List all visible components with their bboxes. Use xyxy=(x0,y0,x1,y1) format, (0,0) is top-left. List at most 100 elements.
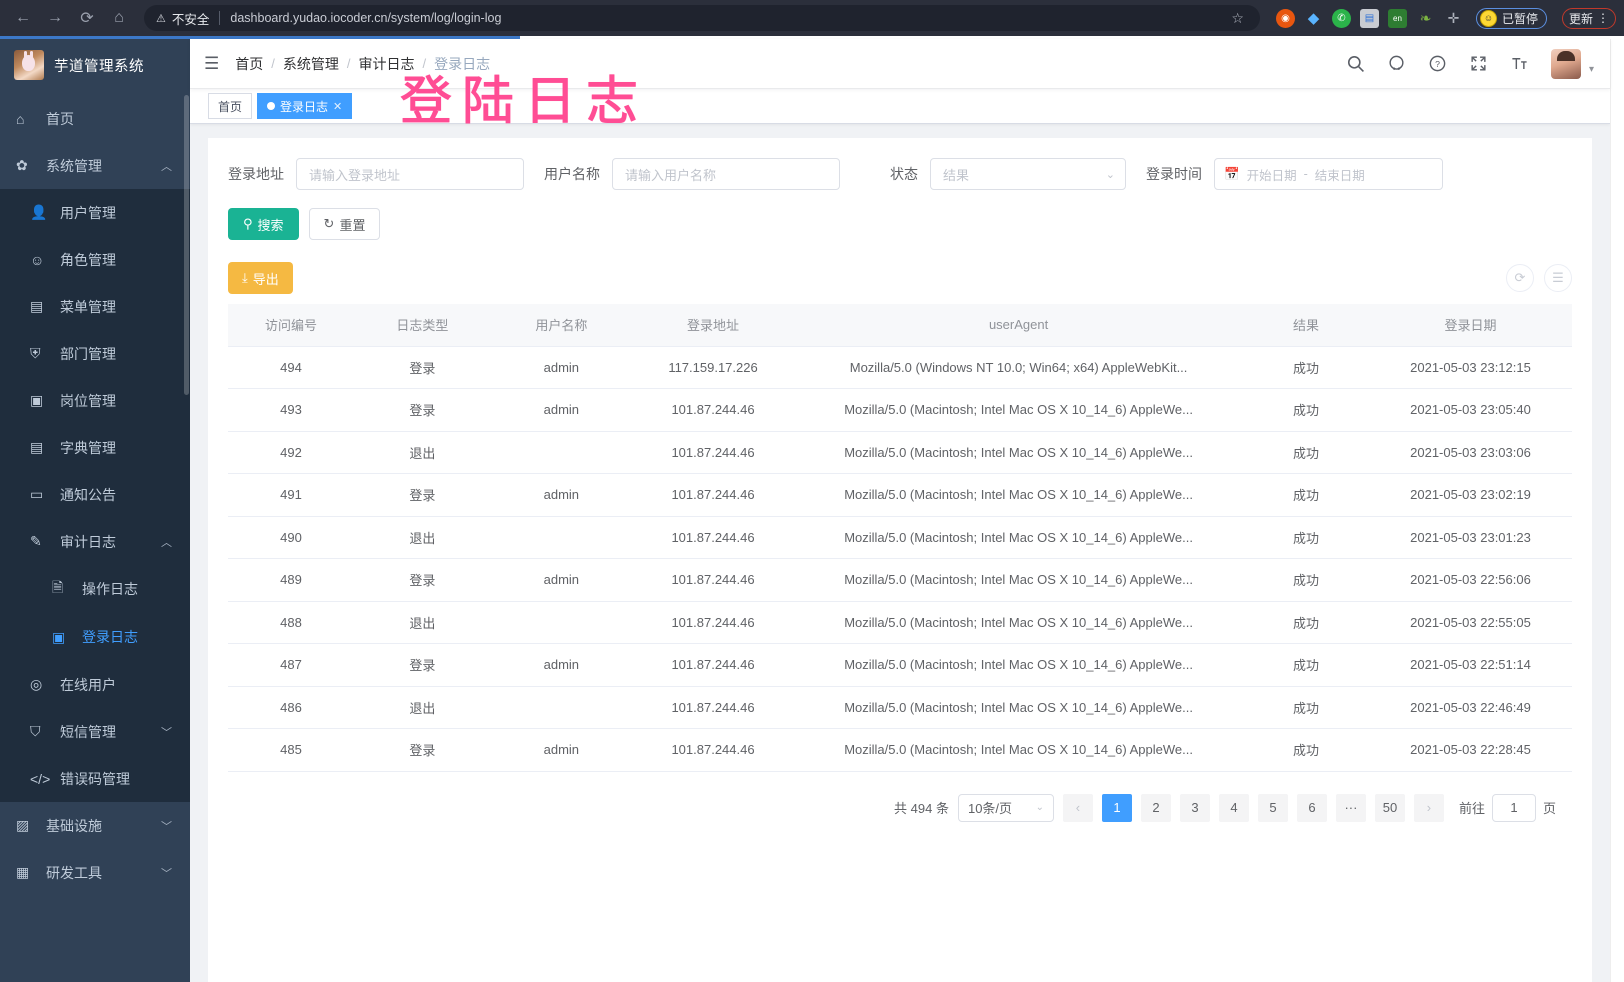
notes-icon[interactable]: ▤ xyxy=(1359,8,1379,28)
sidebar-item-login-log[interactable]: ▣ 登录日志 xyxy=(0,613,190,661)
breadcrumb-item-audit[interactable]: 审计日志 xyxy=(358,55,415,72)
cell-log-type: 登录 xyxy=(354,728,491,772)
sidebar-item-sms-mgmt[interactable]: ⛉ 短信管理 ﹀ xyxy=(0,708,190,755)
prev-page-button[interactable]: ‹ xyxy=(1062,793,1093,822)
login-address-input[interactable]: 请输入登录地址 xyxy=(296,158,524,190)
page-button-4[interactable]: 4 xyxy=(1218,793,1249,822)
sidebar-item-notice[interactable]: ▭ 通知公告 xyxy=(0,471,190,518)
user-avatar[interactable] xyxy=(1550,48,1581,79)
table-row[interactable]: 486 退出 101.87.244.46 Mozilla/5.0 (Macintosh… xyxy=(228,686,1572,729)
chevron-up-icon[interactable]: ︿ xyxy=(161,536,172,549)
breadcrumb-item-home[interactable]: 首页 xyxy=(235,55,264,72)
login-log-icon: ▣ xyxy=(52,628,66,645)
col-result: 结果 xyxy=(1242,304,1369,347)
chevron-down-icon[interactable]: ﹀ xyxy=(161,820,172,833)
table-row[interactable]: 490 退出 101.87.244.46 Mozilla/5.0 (Macintosh… xyxy=(228,516,1572,559)
kebab-menu-icon[interactable]: ⋮ xyxy=(1597,11,1609,25)
refresh-circle-icon[interactable]: ⟳ xyxy=(1506,264,1534,292)
sidebar-item-audit-log[interactable]: ✎ 审计日志 ︿ xyxy=(0,518,190,565)
sidebar-item-menu-mgmt[interactable]: ▤ 菜单管理 xyxy=(0,283,190,330)
address-bar[interactable]: ⚠ 不安全 dashboard.yudao.iocoder.cn/system/… xyxy=(144,5,1260,31)
username-input[interactable]: 请输入用户名称 xyxy=(612,158,840,190)
table-row[interactable]: 487 登录 admin 101.87.244.46 Mozilla/5.0 (Maci… xyxy=(228,643,1572,687)
sidebar-submenu-audit: 🗎 操作日志 ▣ 登录日志 xyxy=(0,565,190,661)
paused-badge[interactable]: ☺ 已暂停 xyxy=(1475,7,1547,29)
sidebar-item-online-user[interactable]: ◎ 在线用户 xyxy=(0,661,190,708)
sidebar-scrollbar[interactable] xyxy=(184,95,189,395)
table-row[interactable]: 485 登录 admin 101.87.244.46 Mozilla/5.0 (Maci… xyxy=(228,728,1572,772)
forward-arrow-icon[interactable]: → xyxy=(47,9,63,26)
page-button-6[interactable]: 6 xyxy=(1296,793,1327,822)
columns-circle-icon[interactable]: ☰ xyxy=(1544,264,1572,292)
post-icon: ▣ xyxy=(30,392,44,408)
table-row[interactable]: 491 登录 admin 101.87.244.46 Mozilla/5.0 (Maci… xyxy=(228,473,1572,517)
status-select[interactable]: 结果 ⌄ xyxy=(930,158,1126,190)
translate-icon[interactable]: en xyxy=(1387,8,1407,28)
table-row[interactable]: 494 登录 admin 117.159.17.226 Mozilla/5.0 (Win… xyxy=(228,346,1572,389)
table-row[interactable]: 488 退出 101.87.244.46 Mozilla/5.0 (Macintosh… xyxy=(228,601,1572,644)
github-icon[interactable] xyxy=(1387,54,1406,73)
cell-access-id: 494 xyxy=(228,346,355,389)
table-row[interactable]: 492 退出 101.87.244.46 Mozilla/5.0 (Macintosh… xyxy=(228,431,1572,474)
fullscreen-icon[interactable] xyxy=(1469,54,1488,73)
star-icon[interactable]: ☆ xyxy=(1231,9,1244,26)
sidebar-item-infrastructure[interactable]: ▨ 基础设施 ﹀ xyxy=(0,802,190,849)
page-button-···[interactable]: ··· xyxy=(1335,793,1366,822)
chevron-up-icon[interactable]: ︿ xyxy=(161,160,172,173)
ublock-icon[interactable]: ◉ xyxy=(1275,8,1295,28)
login-time-daterange[interactable]: 📅 开始日期 - 结束日期 xyxy=(1214,158,1443,190)
page-button-2[interactable]: 2 xyxy=(1140,793,1171,822)
tab-login-log[interactable]: 登录日志 ✕ xyxy=(257,93,353,119)
page-size-select[interactable]: 10条/页 ⌄ xyxy=(957,793,1054,822)
home-icon[interactable]: ⌂ xyxy=(114,9,124,26)
chevron-down-icon[interactable]: ﹀ xyxy=(161,726,172,739)
sidebar-item-role-mgmt[interactable]: ☺ 角色管理 xyxy=(0,236,190,283)
puzzle-icon[interactable]: ✛ xyxy=(1447,9,1460,26)
help-icon[interactable]: ? xyxy=(1428,54,1447,73)
page-button-5[interactable]: 5 xyxy=(1257,793,1288,822)
page-button-1[interactable]: 1 xyxy=(1101,793,1132,822)
update-button[interactable]: 更新 ⋮ xyxy=(1561,7,1616,29)
right-scroll-rail[interactable] xyxy=(1610,39,1624,982)
cell-login-date: 2021-05-03 22:51:14 xyxy=(1368,643,1572,687)
back-arrow-icon[interactable]: ← xyxy=(15,9,31,26)
sidebar-item-label: 首页 xyxy=(46,110,74,127)
page-button-3[interactable]: 3 xyxy=(1179,793,1210,822)
leaf-icon[interactable]: ❧ xyxy=(1419,9,1432,26)
reload-icon[interactable]: ⟳ xyxy=(80,10,94,27)
sidebar-item-user-mgmt[interactable]: 👤 用户管理 xyxy=(0,189,190,236)
diamond-icon[interactable]: ◆ xyxy=(1307,10,1320,27)
font-size-icon[interactable] xyxy=(1510,54,1529,73)
chevron-down-icon[interactable]: ▾ xyxy=(1588,63,1594,75)
search-button[interactable]: ⚲ 搜索 xyxy=(228,208,299,240)
start-date-placeholder: 开始日期 xyxy=(1246,168,1297,183)
search-icon[interactable] xyxy=(1346,54,1365,73)
close-icon[interactable]: ✕ xyxy=(333,100,343,113)
sidebar-item-error-code[interactable]: </> 错误码管理 xyxy=(0,755,190,802)
doc-icon: 🗎 xyxy=(52,579,64,595)
chevron-down-icon[interactable]: ﹀ xyxy=(161,867,172,880)
sidebar-logo[interactable]: 芋道管理系统 xyxy=(0,39,190,91)
sidebar-item-post-mgmt[interactable]: ▣ 岗位管理 xyxy=(0,377,190,424)
hamburger-icon[interactable]: ☰ xyxy=(204,53,220,73)
sidebar-item-label: 在线用户 xyxy=(60,676,116,693)
jump-page-input[interactable]: 1 xyxy=(1491,793,1536,822)
next-page-button[interactable]: › xyxy=(1413,793,1444,822)
sidebar-item-home[interactable]: ⌂ 首页 xyxy=(0,95,190,142)
content-area: 登录地址 请输入登录地址 用户名称 请输入用户名称 状态 xyxy=(190,124,1610,982)
sidebar-item-dept-mgmt[interactable]: ⛨ 部门管理 xyxy=(0,330,190,377)
breadcrumb-separator: / xyxy=(422,56,427,71)
export-button[interactable]: ⤓ 导出 xyxy=(228,262,293,294)
table-row[interactable]: 493 登录 admin 101.87.244.46 Mozilla/5.0 (Maci… xyxy=(228,388,1572,432)
sidebar-item-dict-mgmt[interactable]: ▤ 字典管理 xyxy=(0,424,190,471)
sidebar-item-system[interactable]: ✿ 系统管理 ︿ xyxy=(0,142,190,189)
reset-button[interactable]: ↻ 重置 xyxy=(308,208,381,240)
tab-home[interactable]: 首页 xyxy=(208,93,253,119)
wechat-icon[interactable]: ✆ xyxy=(1331,8,1351,28)
tools-icon: ▦ xyxy=(16,864,30,880)
breadcrumb-item-system[interactable]: 系统管理 xyxy=(282,55,339,72)
sidebar-item-operation-log[interactable]: 🗎 操作日志 xyxy=(0,565,190,613)
sidebar-item-dev-tools[interactable]: ▦ 研发工具 ﹀ xyxy=(0,849,190,896)
page-button-50[interactable]: 50 xyxy=(1374,793,1405,822)
table-row[interactable]: 489 登录 admin 101.87.244.46 Mozilla/5.0 (Maci… xyxy=(228,558,1572,602)
